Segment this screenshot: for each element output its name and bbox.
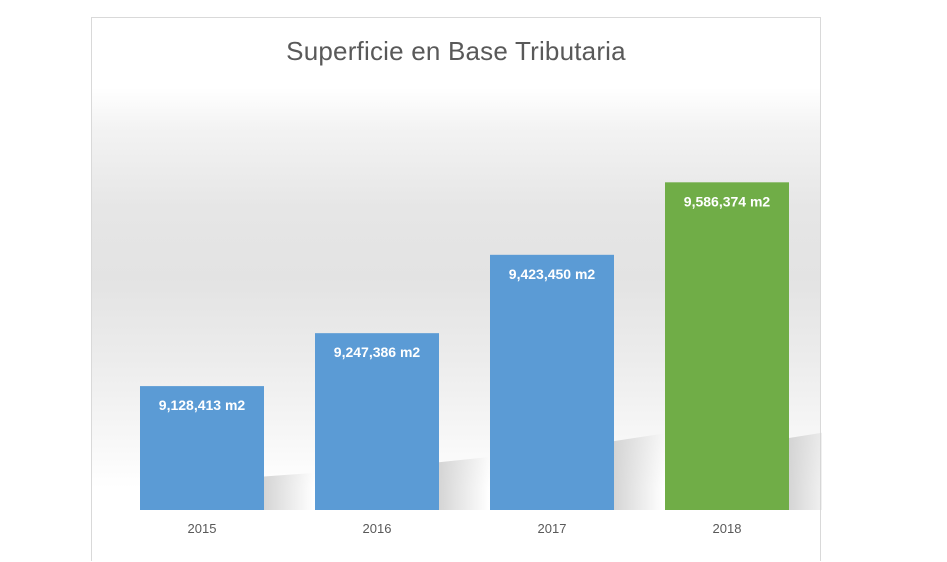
data-label-2016: 9,247,386 m2 bbox=[334, 344, 421, 360]
bar-2015 bbox=[140, 386, 264, 510]
bar-shadow-2016 bbox=[439, 456, 489, 510]
x-tick-2016: 2016 bbox=[363, 521, 392, 536]
bar-chart: 9,128,413 m2 9,247,386 m2 9,423,450 m2 9,58… bbox=[140, 182, 822, 536]
bar-2016 bbox=[315, 333, 439, 510]
bar-shadow-2017 bbox=[614, 433, 664, 510]
data-label-2017: 9,423,450 m2 bbox=[509, 266, 596, 282]
bar-2017 bbox=[490, 254, 614, 510]
data-label-2015: 9,128,413 m2 bbox=[159, 397, 246, 413]
x-tick-2015: 2015 bbox=[188, 521, 217, 536]
bar-shadows bbox=[264, 432, 822, 510]
x-axis-ticks: 2015 2016 2017 2018 bbox=[188, 521, 742, 536]
data-labels: 9,128,413 m2 9,247,386 m2 9,423,450 m2 9,58… bbox=[159, 193, 771, 413]
bars bbox=[140, 182, 789, 510]
data-label-2018: 9,586,374 m2 bbox=[684, 193, 771, 209]
bar-shadow-2015 bbox=[264, 472, 314, 510]
x-tick-2017: 2017 bbox=[538, 521, 567, 536]
chart-title: Superficie en Base Tributaria bbox=[286, 36, 626, 66]
bar-shadow-2018 bbox=[789, 432, 822, 510]
bar-2018 bbox=[665, 182, 789, 510]
x-tick-2018: 2018 bbox=[713, 521, 742, 536]
chart-area: Superficie en Base Tributaria 9,128,413 … bbox=[91, 17, 822, 561]
